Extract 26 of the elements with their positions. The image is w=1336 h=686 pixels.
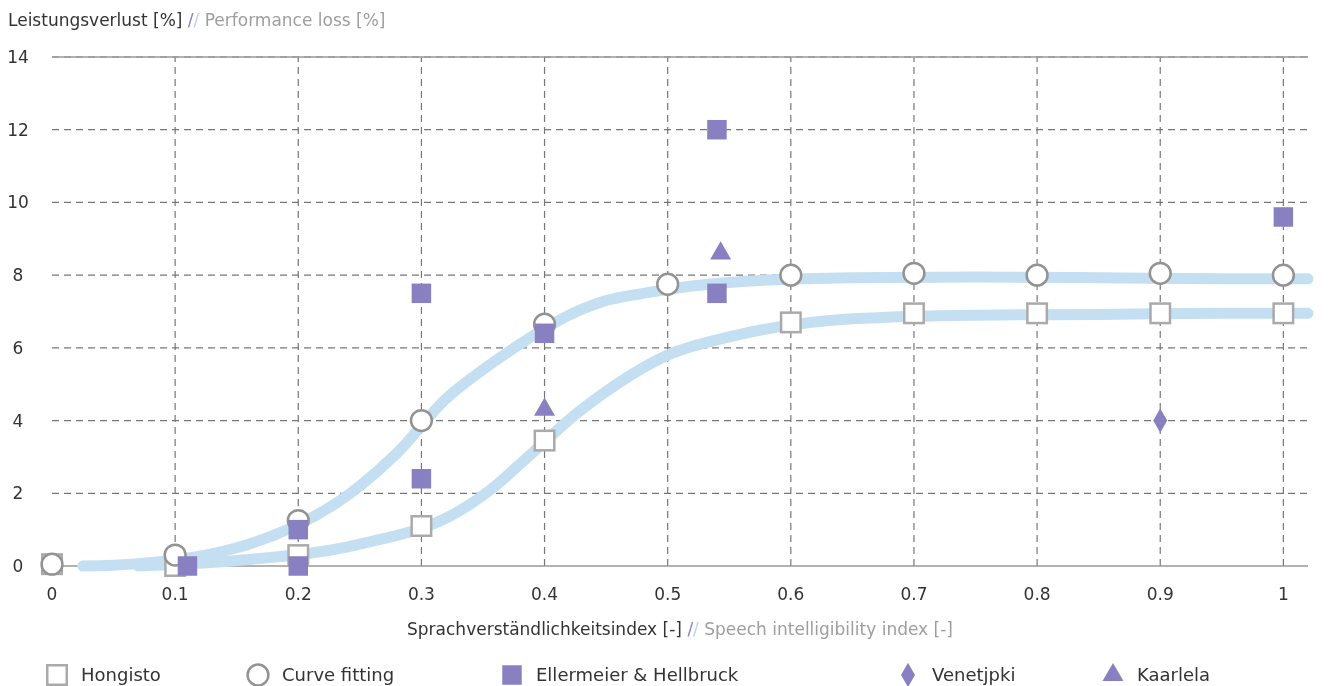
y-tick-label: 10 [7, 192, 29, 213]
y-tick-label: 12 [7, 119, 29, 140]
y-tick-label: 4 [12, 410, 24, 431]
x-tick-label: 0.5 [654, 584, 682, 604]
legend-label: Venetjpki [932, 664, 1016, 686]
y-axis-title: Leistungsverlust [%] // Performance loss [%] [8, 10, 386, 30]
x-tick-label: 0.9 [1146, 584, 1174, 604]
y-tick-label: 14 [7, 46, 29, 67]
y-tick-label: 6 [12, 337, 24, 358]
y-tick-label: 8 [12, 265, 24, 286]
y-tick-label: 2 [12, 483, 24, 504]
x-tick-label: 1 [1277, 584, 1289, 604]
x-tick-label: 0.2 [284, 584, 312, 604]
x-tick-label: 0.7 [900, 584, 928, 604]
x-tick-label: 0.8 [1023, 584, 1051, 604]
y-tick-label: 0 [12, 555, 24, 576]
x-tick-label: 0 [46, 584, 58, 604]
x-tick-label: 0.6 [777, 584, 805, 604]
x-tick-label: 0.1 [161, 584, 189, 604]
legend-label: Ellermeier & Hellbruck [536, 664, 739, 686]
legend-label: Curve fitting [282, 664, 395, 686]
legend-label: Kaarlela [1137, 664, 1211, 686]
x-axis-title: Sprachverständlichkeitsindex [-] // Speech intelligibility index [-] [407, 619, 953, 639]
legend-label: Hongisto [81, 664, 161, 686]
x-tick-label: 0.4 [531, 584, 559, 604]
x-tick-label: 0.3 [407, 584, 435, 604]
